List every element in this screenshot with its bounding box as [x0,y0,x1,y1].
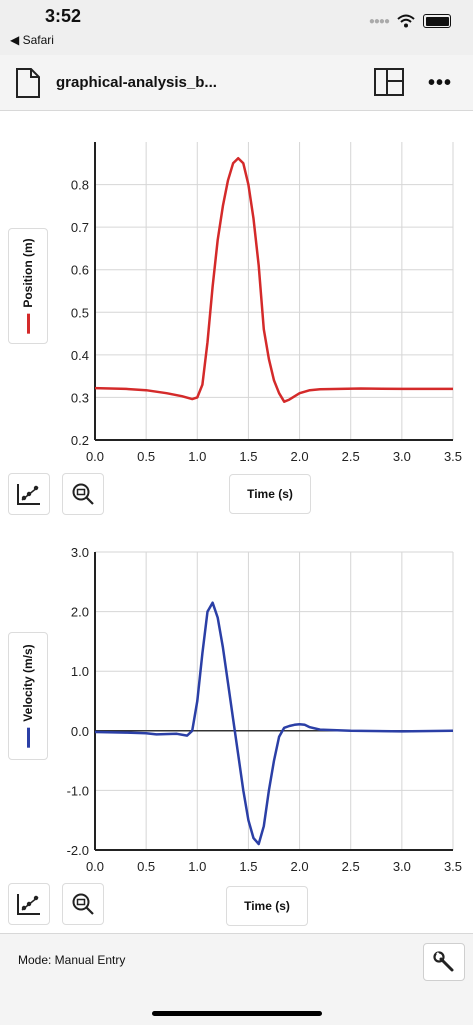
position-y-tick-label: 0.7 [71,220,89,235]
position-y-tick-label: 0.5 [71,305,89,320]
zoom-icon [72,893,94,915]
velocity-x-tick-label: 2.0 [291,859,309,874]
position-y-tick-label: 0.3 [71,390,89,405]
velocity-x-tick-label: 0.0 [86,859,104,874]
position-x-tick-label: 0.5 [137,449,155,464]
velocity-x-tick-label: 1.0 [188,859,206,874]
wrench-icon [433,951,454,972]
position-x-tick-label: 3.5 [444,449,462,464]
position-y-tick-label: 0.8 [71,178,89,193]
mode-label: Mode: Manual Entry [18,953,126,967]
layout-icon[interactable] [373,67,405,97]
zoom-icon [72,483,94,505]
position-y-tick-label: 0.6 [71,263,89,278]
position-ylabel-button[interactable]: Position (m) [8,228,48,344]
velocity-y-tick-label: 2.0 [71,605,89,620]
position-series-line [94,156,453,403]
position-xlabel-button[interactable]: Time (s) [229,474,311,514]
home-indicator [152,1011,322,1016]
velocity-zoom-button[interactable] [62,883,104,925]
position-zoom-button[interactable] [62,473,104,515]
tools-button[interactable] [423,943,465,981]
velocity-y-tick-label: -2.0 [67,843,89,858]
velocity-ylabel-button[interactable]: Velocity (m/s) [8,632,48,760]
velocity-graph-options-button[interactable] [8,883,50,925]
velocity-x-tick-label: 1.5 [239,859,257,874]
velocity-x-tick-label: 0.5 [137,859,155,874]
position-y-tick-label: 0.4 [71,348,89,363]
status-time: 3:52 [45,6,82,26]
document-icon [16,68,40,98]
position-x-tick-label: 3.0 [393,449,411,464]
position-y-tick-label: 0.2 [71,433,89,448]
signal-icon: ●●●● [368,15,390,27]
status-icons: ●●●● [369,14,451,28]
position-graph-options-button[interactable] [8,473,50,515]
graph-options-icon [17,484,40,505]
velocity-series-line [94,601,454,846]
position-x-tick-label: 1.0 [188,449,206,464]
velocity-y-tick-label: 1.0 [71,664,89,679]
velocity-xlabel-button[interactable]: Time (s) [226,886,308,926]
position-x-tick-label: 1.5 [239,449,257,464]
wifi-icon [397,14,415,28]
position-x-tick-label: 2.0 [291,449,309,464]
velocity-y-tick-label: 0.0 [71,724,89,739]
velocity-chart[interactable]: 0.0 0.5 1.0 1.5 2.0 2.5 3.0 3.5 -2.0 -1.0 0.0 1.0 2.… [0,540,473,880]
position-x-tick-label: 2.5 [342,449,360,464]
back-to-safari-link[interactable]: ◀ Safari [10,33,54,47]
footer-bar: Mode: Manual Entry [0,933,473,1025]
graph-options-icon [17,894,40,915]
more-options-icon[interactable]: ••• [428,72,453,94]
position-x-tick-label: 0.0 [86,449,104,464]
position-chart[interactable]: 0.0 0.5 1.0 1.5 2.0 2.5 3.0 3.5 0.2 0.3 0.4 0.5 0.6 0… [0,130,473,470]
document-title: graphical-analysis_b... [56,74,217,91]
velocity-x-tick-label: 3.5 [444,859,462,874]
status-bar: 3:52 ◀ Safari ●●●● [0,0,473,55]
app-toolbar: graphical-analysis_b... ••• [0,55,473,111]
velocity-x-tick-label: 3.0 [393,859,411,874]
velocity-y-tick-label: -1.0 [67,783,89,798]
battery-icon [423,14,451,28]
velocity-x-tick-label: 2.5 [342,859,360,874]
velocity-y-tick-label: 3.0 [71,545,89,560]
